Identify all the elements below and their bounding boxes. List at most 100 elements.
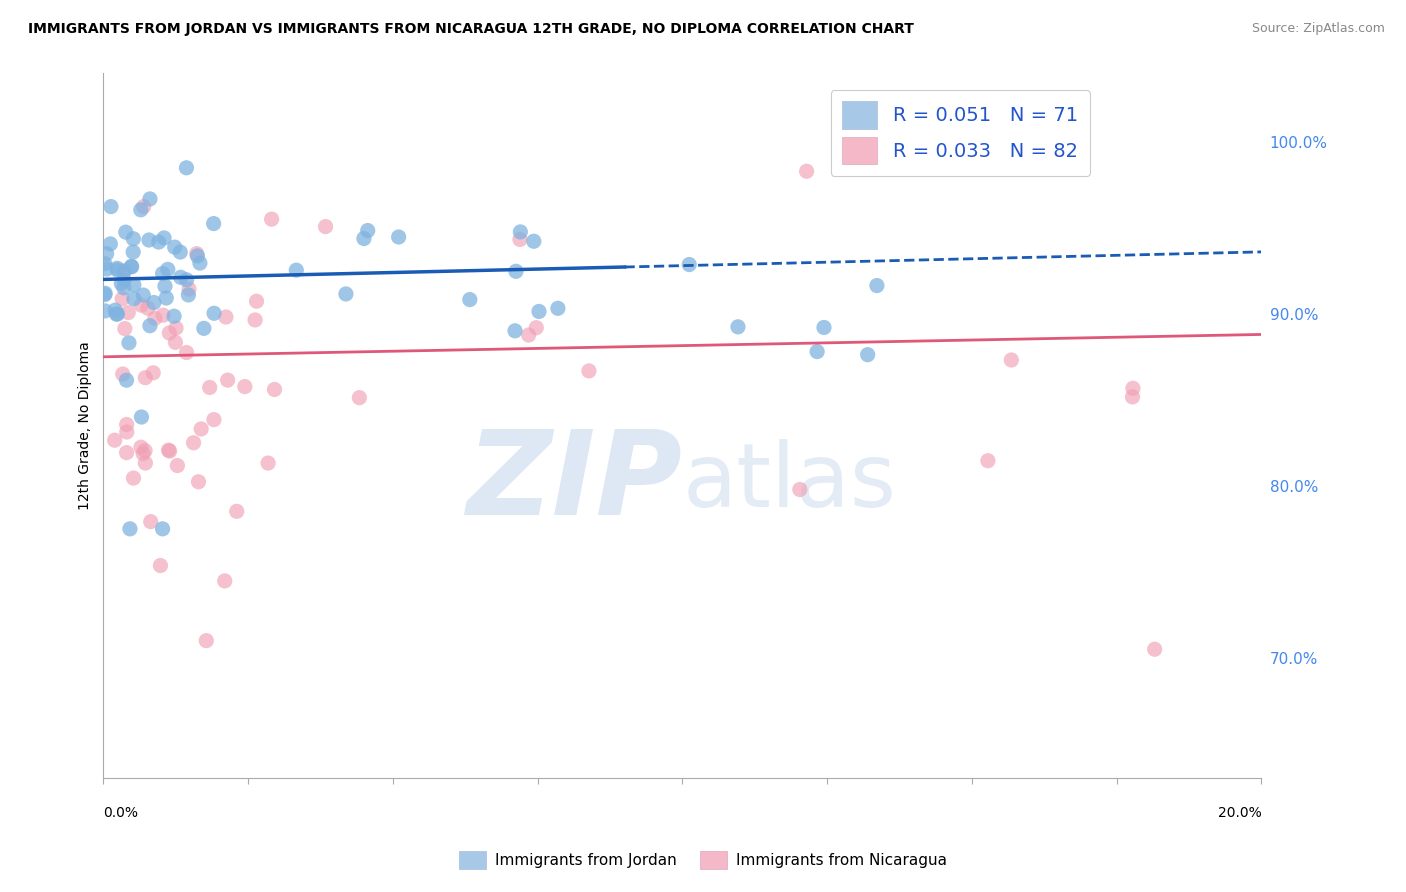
Point bbox=[129, 202, 152, 217]
Point bbox=[165, 321, 187, 335]
Point bbox=[257, 456, 280, 470]
Point bbox=[163, 310, 186, 324]
Text: Source: ZipAtlas.com: Source: ZipAtlas.com bbox=[1251, 22, 1385, 36]
Point bbox=[315, 219, 337, 234]
Point bbox=[115, 425, 138, 439]
Point bbox=[129, 440, 152, 454]
Point bbox=[263, 383, 285, 397]
Point bbox=[114, 321, 136, 335]
Point bbox=[152, 308, 174, 322]
Point bbox=[114, 225, 136, 239]
Point bbox=[149, 558, 172, 573]
Legend: Immigrants from Jordan, Immigrants from Nicaragua: Immigrants from Jordan, Immigrants from … bbox=[453, 845, 953, 875]
Point bbox=[105, 263, 128, 277]
Point bbox=[176, 273, 198, 287]
Point bbox=[183, 435, 205, 450]
Point bbox=[353, 231, 375, 245]
Point bbox=[1143, 642, 1166, 657]
Point bbox=[509, 232, 531, 246]
Point bbox=[335, 287, 357, 301]
Point bbox=[215, 310, 238, 324]
Text: IMMIGRANTS FROM JORDAN VS IMMIGRANTS FROM NICARAGUA 12TH GRADE, NO DIPLOMA CORRE: IMMIGRANTS FROM JORDAN VS IMMIGRANTS FRO… bbox=[28, 22, 914, 37]
Point bbox=[94, 287, 117, 301]
Point bbox=[202, 412, 225, 426]
Point bbox=[118, 335, 141, 350]
Point bbox=[153, 231, 176, 245]
Point bbox=[139, 515, 162, 529]
Point bbox=[517, 328, 540, 343]
Point bbox=[157, 326, 180, 340]
Point bbox=[118, 522, 141, 536]
Point bbox=[96, 246, 118, 260]
Point bbox=[1375, 536, 1398, 550]
Point bbox=[1402, 334, 1406, 349]
Point bbox=[233, 379, 256, 393]
Point bbox=[94, 286, 117, 301]
Point bbox=[155, 291, 177, 305]
Point bbox=[214, 574, 236, 588]
Point bbox=[177, 282, 200, 296]
Text: ZIP: ZIP bbox=[467, 425, 682, 540]
Point bbox=[100, 200, 122, 214]
Point bbox=[202, 217, 225, 231]
Point bbox=[112, 273, 135, 287]
Point bbox=[122, 232, 145, 246]
Point bbox=[132, 447, 155, 461]
Point bbox=[458, 293, 481, 307]
Point bbox=[94, 304, 117, 318]
Point bbox=[388, 230, 411, 244]
Point bbox=[104, 303, 127, 318]
Point bbox=[176, 161, 198, 175]
Point bbox=[122, 471, 145, 485]
Point bbox=[503, 324, 526, 338]
Point bbox=[131, 410, 153, 425]
Point bbox=[578, 364, 600, 378]
Point bbox=[1121, 390, 1143, 404]
Text: 0.0%: 0.0% bbox=[104, 806, 138, 820]
Point bbox=[134, 370, 156, 384]
Point bbox=[120, 260, 142, 274]
Point bbox=[193, 321, 215, 335]
Point bbox=[789, 483, 811, 497]
Point bbox=[813, 320, 835, 334]
Point bbox=[509, 225, 531, 239]
Point bbox=[1122, 381, 1144, 395]
Point bbox=[186, 249, 208, 263]
Point bbox=[148, 235, 170, 249]
Point bbox=[796, 164, 818, 178]
Point bbox=[727, 319, 749, 334]
Point bbox=[285, 263, 308, 277]
Point bbox=[159, 444, 181, 458]
Point bbox=[856, 348, 879, 362]
Point bbox=[243, 313, 266, 327]
Point bbox=[198, 380, 221, 394]
Point bbox=[157, 443, 180, 458]
Point bbox=[132, 200, 155, 214]
Point bbox=[143, 311, 166, 326]
Point bbox=[524, 320, 547, 334]
Point bbox=[1337, 302, 1360, 317]
Point bbox=[357, 223, 380, 237]
Point bbox=[176, 345, 198, 359]
Point bbox=[112, 281, 135, 295]
Point bbox=[139, 192, 162, 206]
Point bbox=[98, 236, 121, 251]
Point bbox=[112, 263, 135, 277]
Point bbox=[112, 264, 135, 278]
Point bbox=[122, 292, 145, 306]
Point bbox=[806, 344, 828, 359]
Point bbox=[170, 270, 193, 285]
Point bbox=[186, 246, 208, 260]
Point bbox=[104, 434, 127, 448]
Point bbox=[129, 298, 152, 312]
Text: 20.0%: 20.0% bbox=[1218, 806, 1261, 820]
Point bbox=[111, 367, 134, 381]
Point bbox=[260, 212, 283, 227]
Point bbox=[142, 295, 165, 310]
Text: atlas: atlas bbox=[682, 439, 897, 525]
Point bbox=[177, 288, 200, 302]
Point bbox=[245, 294, 267, 309]
Point bbox=[349, 391, 371, 405]
Point bbox=[117, 305, 139, 319]
Point bbox=[121, 260, 143, 274]
